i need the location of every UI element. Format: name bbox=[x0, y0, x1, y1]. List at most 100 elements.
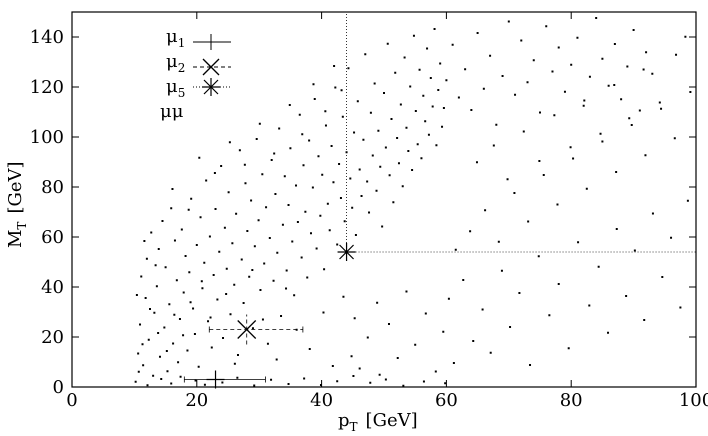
scatter-point bbox=[563, 90, 566, 93]
scatter-point bbox=[308, 348, 311, 350]
scatter-point bbox=[397, 162, 400, 165]
scatter-point bbox=[198, 156, 201, 159]
scatter-point bbox=[364, 53, 367, 56]
scatter-point bbox=[526, 81, 529, 84]
scatter-point bbox=[225, 267, 228, 270]
scatter-point bbox=[272, 279, 275, 282]
x-tick-label: 0 bbox=[66, 390, 77, 411]
scatter-point bbox=[384, 378, 387, 381]
scatter-point bbox=[150, 231, 153, 234]
scatter-point bbox=[304, 210, 307, 213]
scatter-point bbox=[462, 279, 465, 281]
x-axis-title: pT [GeV] bbox=[338, 410, 418, 434]
scatter-point bbox=[615, 228, 618, 230]
scatter-point bbox=[422, 94, 425, 97]
scatter-point bbox=[242, 302, 245, 304]
scatter-point bbox=[399, 103, 402, 106]
scatter-point bbox=[514, 93, 517, 96]
scatter-point bbox=[244, 182, 247, 185]
scatter-point bbox=[199, 216, 202, 219]
scatter-point bbox=[454, 248, 457, 251]
scatter-point bbox=[332, 181, 335, 184]
scatter-point bbox=[333, 65, 336, 67]
scatter-point bbox=[422, 380, 425, 383]
scatter-point bbox=[518, 292, 521, 294]
scatter-point bbox=[595, 17, 598, 19]
scatter-point bbox=[137, 352, 140, 355]
scatter-point bbox=[441, 125, 444, 128]
scatter-point bbox=[489, 351, 492, 354]
scatter-point bbox=[324, 124, 327, 127]
scatter-point bbox=[362, 138, 365, 141]
scatter-point bbox=[240, 258, 243, 261]
y-tick-label: 100 bbox=[30, 127, 64, 148]
scatter-point bbox=[184, 255, 187, 257]
scatter-point bbox=[233, 362, 236, 365]
scatter-point bbox=[360, 195, 363, 197]
scatter-point bbox=[153, 311, 156, 314]
scatter-point bbox=[243, 163, 246, 166]
scatter-point bbox=[358, 168, 361, 171]
scatter-point bbox=[334, 86, 337, 89]
scatter-point bbox=[551, 70, 554, 73]
scatter-point bbox=[447, 297, 450, 300]
scatter-point bbox=[353, 131, 356, 134]
scatter-point bbox=[439, 62, 442, 65]
scatter-point bbox=[214, 208, 217, 210]
scatter-point bbox=[340, 89, 343, 92]
scatter-point bbox=[388, 174, 391, 177]
scatter-point bbox=[142, 364, 145, 367]
scatter-point bbox=[675, 53, 678, 56]
scatter-point bbox=[189, 301, 192, 304]
scatter-point bbox=[251, 269, 254, 271]
plot-frame bbox=[71, 11, 697, 388]
scatter-point bbox=[638, 109, 641, 112]
scatter-point bbox=[402, 384, 405, 387]
scatter-point bbox=[632, 29, 635, 31]
scatter-point bbox=[258, 122, 261, 125]
scatter-point bbox=[407, 150, 410, 152]
scatter-point bbox=[630, 124, 633, 126]
scatter-point bbox=[263, 262, 266, 265]
scatter-point bbox=[350, 355, 353, 358]
scatter-point bbox=[223, 226, 226, 229]
scatter-point bbox=[371, 154, 374, 157]
scatter-point bbox=[134, 380, 137, 383]
scatter-point bbox=[577, 241, 580, 244]
scatter-point bbox=[599, 132, 602, 135]
star-marker bbox=[339, 244, 354, 260]
scatter-point bbox=[470, 109, 473, 111]
scatter-point bbox=[673, 137, 676, 140]
scatter-point bbox=[381, 225, 384, 228]
legend-item-mumu: μμ bbox=[160, 101, 184, 122]
y-tick-label: 80 bbox=[41, 177, 64, 198]
scatter-point bbox=[203, 261, 206, 264]
scatter-point bbox=[207, 320, 210, 323]
scatter-point bbox=[457, 96, 460, 99]
scatter-point bbox=[321, 173, 324, 176]
scatter-point bbox=[643, 319, 646, 321]
scatter-point bbox=[298, 113, 301, 116]
scatter-point bbox=[144, 297, 147, 299]
scatter-point bbox=[347, 67, 350, 70]
scatter-point bbox=[287, 204, 290, 206]
scatter-point bbox=[293, 294, 296, 297]
scatter-point bbox=[642, 68, 645, 71]
scatter-point bbox=[266, 342, 269, 345]
scatter-point bbox=[583, 99, 586, 102]
scatter-point bbox=[268, 237, 271, 239]
scatter-point bbox=[147, 338, 150, 341]
scatter-point bbox=[520, 39, 523, 42]
scatter-point bbox=[250, 199, 253, 202]
scatter-point bbox=[405, 290, 408, 293]
y-tick-label: 40 bbox=[41, 277, 64, 298]
scatter-point bbox=[168, 303, 171, 306]
scatter-point bbox=[221, 381, 224, 384]
scatter-point bbox=[353, 317, 356, 320]
scatter-point bbox=[261, 173, 264, 176]
scatter-point bbox=[475, 161, 478, 164]
scatter-point bbox=[378, 373, 381, 376]
scatter-point bbox=[500, 269, 503, 272]
scatter-point bbox=[401, 185, 404, 188]
scatter-point bbox=[248, 275, 251, 278]
